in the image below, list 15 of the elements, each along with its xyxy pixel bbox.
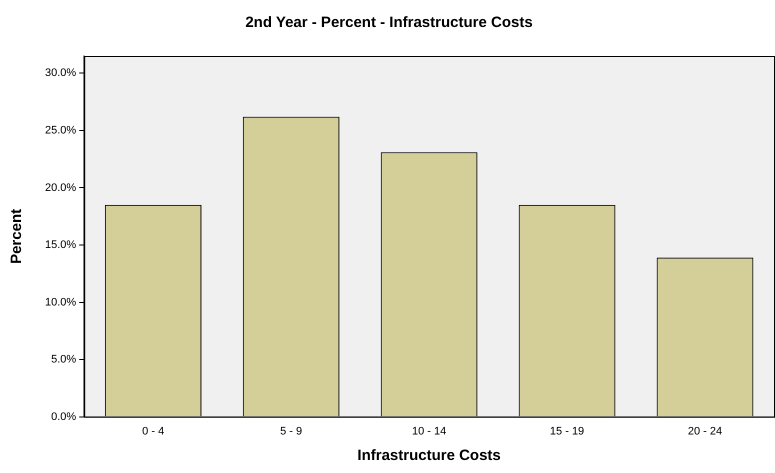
y-tick-label: 10.0% — [44, 296, 76, 308]
y-tick-label: 30.0% — [44, 67, 76, 80]
y-tick-label: 25.0% — [44, 124, 76, 136]
x-tick-label: 5 - 9 — [280, 425, 302, 438]
x-tick-label: 10 - 14 — [412, 425, 446, 438]
x-axis-title: Infrastructure Costs — [357, 447, 501, 464]
y-tick-label: 0.0% — [51, 410, 76, 423]
y-tick-label: 20.0% — [44, 182, 76, 194]
y-axis-title: Percent — [8, 208, 26, 264]
y-tick-label: 5.0% — [51, 354, 76, 366]
x-tick-label: 0 - 4 — [142, 425, 164, 438]
x-tick-label: 15 - 19 — [550, 425, 584, 438]
x-tick-label: 20 - 24 — [688, 425, 722, 438]
chart-title: 2nd Year - Percent - Infrastructure Costs — [245, 14, 533, 32]
y-tick-label: 15.0% — [44, 239, 76, 252]
